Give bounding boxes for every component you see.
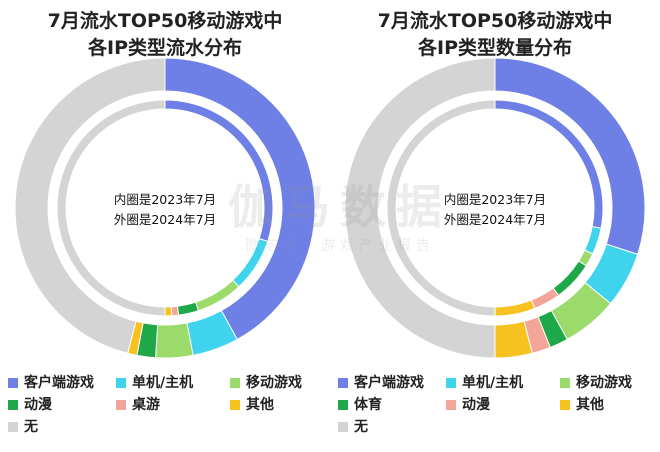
outer-ring-slice-none: [344, 58, 496, 358]
legend-item-other: 其他: [230, 394, 274, 416]
legend-row: 无: [8, 416, 328, 438]
legend-item-none: 无: [8, 416, 38, 438]
legend-label: 动漫: [462, 397, 490, 413]
center-note-line-1: 内圈是2023年7月: [113, 192, 217, 207]
legend-row: 客户端游戏 单机/主机 移动游戏: [8, 372, 328, 394]
chart-panel-count: 7月流水TOP50移动游戏中 各IP类型数量分布 内圈是2023年7月 外圈是2…: [330, 0, 660, 452]
legend-item-client-game: 客户端游戏: [338, 372, 424, 394]
legend-row: 动漫 桌游 其他: [8, 394, 328, 416]
legend-swatch: [116, 400, 126, 410]
inner-ring-slice-anime: [530, 287, 560, 310]
inner-ring-slice-none: [56, 99, 166, 317]
legend-item-client-game: 客户端游戏: [8, 372, 94, 394]
legend-label: 无: [354, 419, 368, 435]
legend-label: 移动游戏: [576, 375, 632, 391]
chart-legend: 客户端游戏 单机/主机 移动游戏动漫 桌游 其他无: [8, 372, 328, 438]
legend-swatch: [446, 378, 456, 388]
legend-swatch: [446, 400, 456, 410]
legend-item-sports: 体育: [338, 394, 382, 416]
inner-ring-slice-other: [164, 306, 173, 317]
chart-title-line-1: 7月流水TOP50移动游戏中: [377, 10, 613, 32]
legend-swatch: [8, 378, 18, 388]
legend-item-console-pc: 单机/主机: [116, 372, 193, 394]
chart-legend: 客户端游戏 单机/主机 移动游戏体育 动漫 其他无: [338, 372, 658, 438]
legend-swatch: [338, 400, 348, 410]
legend-label: 桌游: [132, 397, 160, 413]
legend-label: 客户端游戏: [354, 375, 424, 391]
center-note: 内圈是2023年7月 外圈是2024年7月: [410, 190, 580, 230]
center-note: 内圈是2023年7月 外圈是2024年7月: [80, 190, 250, 230]
inner-ring-slice-none: [386, 99, 496, 317]
legend-label: 客户端游戏: [24, 375, 94, 391]
legend-swatch: [8, 400, 18, 410]
legend-label: 其他: [576, 397, 604, 413]
legend-swatch: [8, 422, 18, 432]
legend-item-mobile-game: 移动游戏: [230, 372, 302, 394]
legend-row: 体育 动漫 其他: [338, 394, 658, 416]
center-note-line-2: 外圈是2024年7月: [113, 212, 217, 227]
inner-ring-slice-console-pc: [583, 225, 602, 255]
outer-ring-slice-mobile-game: [155, 322, 194, 358]
center-note-line-1: 内圈是2023年7月: [443, 192, 547, 207]
legend-item-console-pc: 单机/主机: [446, 372, 523, 394]
legend-label: 动漫: [24, 397, 52, 413]
legend-item-board-game: 桌游: [116, 394, 160, 416]
legend-label: 单机/主机: [462, 375, 524, 391]
chart-title-line-2: 各IP类型流水分布: [88, 37, 242, 59]
chart-title: 7月流水TOP50移动游戏中 各IP类型流水分布: [0, 8, 330, 62]
inner-ring-slice-other: [494, 299, 536, 317]
legend-item-mobile-game: 移动游戏: [560, 372, 632, 394]
legend-item-anime: 动漫: [446, 394, 490, 416]
center-note-line-2: 外圈是2024年7月: [443, 212, 547, 227]
chart-title: 7月流水TOP50移动游戏中 各IP类型数量分布: [330, 8, 660, 62]
legend-label: 其他: [246, 397, 274, 413]
legend-swatch: [116, 378, 126, 388]
chart-title-line-1: 7月流水TOP50移动游戏中: [47, 10, 283, 32]
legend-swatch: [230, 378, 240, 388]
legend-item-none: 无: [338, 416, 368, 438]
chart-panel-revenue: 7月流水TOP50移动游戏中 各IP类型流水分布 内圈是2023年7月 外圈是2…: [0, 8, 330, 438]
legend-label: 移动游戏: [246, 375, 302, 391]
legend-swatch: [560, 400, 570, 410]
legend-row: 无: [338, 416, 658, 438]
legend-label: 单机/主机: [132, 375, 194, 391]
outer-ring-slice-none: [14, 58, 166, 354]
nested-donut-chart: [344, 58, 646, 358]
legend-swatch: [560, 378, 570, 388]
nested-donut-chart: [14, 58, 316, 358]
legend-swatch: [338, 378, 348, 388]
legend-swatch: [338, 422, 348, 432]
legend-label: 无: [24, 419, 38, 435]
inner-ring-slice-board-game: [170, 305, 180, 317]
legend-item-other: 其他: [560, 394, 604, 416]
legend-item-anime: 动漫: [8, 394, 52, 416]
legend-label: 体育: [354, 397, 382, 413]
inner-ring-slice-anime: [176, 301, 200, 316]
chart-title-line-2: 各IP类型数量分布: [418, 37, 572, 59]
legend-row: 客户端游戏 单机/主机 移动游戏: [338, 372, 658, 394]
legend-swatch: [230, 400, 240, 410]
